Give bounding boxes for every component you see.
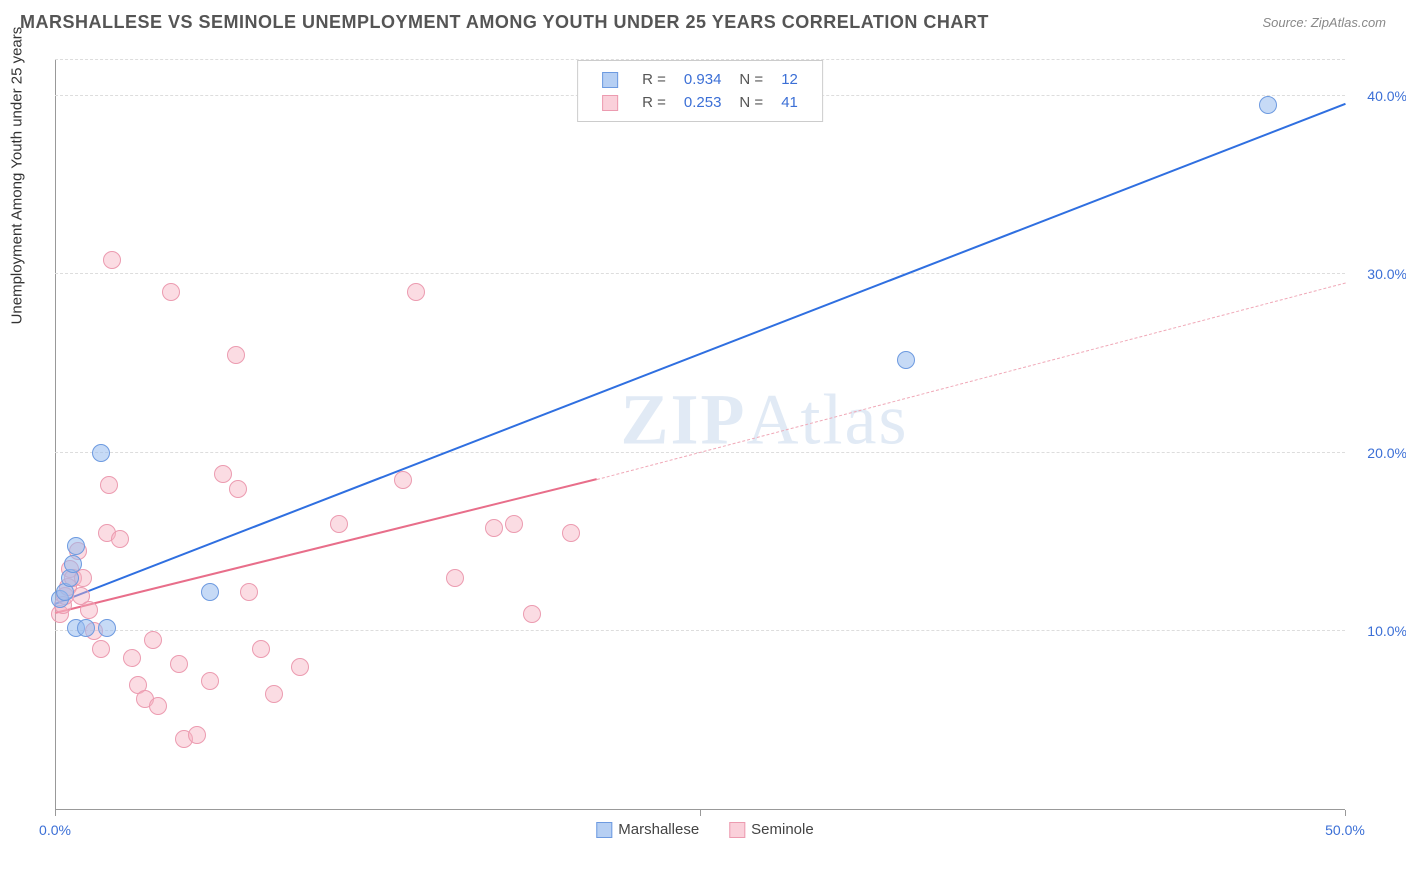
data-point-seminole bbox=[291, 658, 309, 676]
data-point-seminole bbox=[227, 346, 245, 364]
legend-swatch bbox=[729, 822, 745, 838]
legend-row: R =0.934N =12 bbox=[594, 69, 806, 90]
x-tick-label: 0.0% bbox=[39, 822, 71, 838]
data-point-seminole bbox=[330, 515, 348, 533]
data-point-marshallese bbox=[98, 619, 116, 637]
legend-swatch bbox=[602, 95, 618, 111]
legend-n-value: 41 bbox=[773, 92, 806, 113]
data-point-seminole bbox=[407, 283, 425, 301]
data-point-seminole bbox=[170, 655, 188, 673]
data-point-seminole bbox=[229, 480, 247, 498]
x-tick bbox=[1345, 810, 1346, 816]
y-axis-title: Unemployment Among Youth under 25 years bbox=[9, 27, 26, 325]
data-point-seminole bbox=[144, 631, 162, 649]
y-axis-line bbox=[55, 60, 56, 810]
legend-item: Seminole bbox=[719, 821, 814, 838]
chart-header: MARSHALLESE VS SEMINOLE UNEMPLOYMENT AMO… bbox=[0, 0, 1406, 41]
data-point-marshallese bbox=[77, 619, 95, 637]
data-point-marshallese bbox=[1259, 96, 1277, 114]
legend-item: Marshallese bbox=[586, 821, 699, 838]
data-point-marshallese bbox=[67, 537, 85, 555]
trend-line bbox=[597, 282, 1345, 479]
y-tick-label: 40.0% bbox=[1367, 88, 1406, 104]
data-point-marshallese bbox=[64, 555, 82, 573]
plot-region: ZIPAtlas 0.0%50.0%10.0%20.0%30.0%40.0% bbox=[55, 60, 1345, 810]
trend-line bbox=[55, 103, 1346, 605]
legend-row: R =0.253N =41 bbox=[594, 92, 806, 113]
data-point-seminole bbox=[252, 640, 270, 658]
y-tick-label: 10.0% bbox=[1367, 623, 1406, 639]
data-point-seminole bbox=[123, 649, 141, 667]
x-tick bbox=[55, 810, 56, 816]
data-point-seminole bbox=[149, 697, 167, 715]
legend-n-value: 12 bbox=[773, 69, 806, 90]
data-point-seminole bbox=[201, 672, 219, 690]
data-point-seminole bbox=[214, 465, 232, 483]
data-point-seminole bbox=[446, 569, 464, 587]
data-point-seminole bbox=[523, 605, 541, 623]
legend-swatch bbox=[602, 72, 618, 88]
gridline bbox=[55, 273, 1345, 274]
data-point-seminole bbox=[103, 251, 121, 269]
x-tick-label: 50.0% bbox=[1325, 822, 1365, 838]
data-point-marshallese bbox=[92, 444, 110, 462]
legend-swatch bbox=[596, 822, 612, 838]
legend-correlation: R =0.934N =12R =0.253N =41 bbox=[577, 60, 823, 122]
data-point-marshallese bbox=[201, 583, 219, 601]
data-point-seminole bbox=[505, 515, 523, 533]
watermark: ZIPAtlas bbox=[620, 379, 908, 462]
data-point-seminole bbox=[265, 685, 283, 703]
legend-r-value: 0.934 bbox=[676, 69, 730, 90]
data-point-marshallese bbox=[897, 351, 915, 369]
x-tick bbox=[700, 810, 701, 816]
data-point-seminole bbox=[111, 530, 129, 548]
legend-r-label: R = bbox=[634, 69, 674, 90]
legend-r-value: 0.253 bbox=[676, 92, 730, 113]
y-tick-label: 20.0% bbox=[1367, 445, 1406, 461]
legend-n-label: N = bbox=[731, 69, 771, 90]
y-tick-label: 30.0% bbox=[1367, 266, 1406, 282]
legend-r-label: R = bbox=[634, 92, 674, 113]
data-point-seminole bbox=[562, 524, 580, 542]
chart-area: Unemployment Among Youth under 25 years … bbox=[55, 60, 1345, 810]
data-point-seminole bbox=[394, 471, 412, 489]
source-label: Source: ZipAtlas.com bbox=[1262, 15, 1386, 30]
data-point-seminole bbox=[188, 726, 206, 744]
data-point-seminole bbox=[92, 640, 110, 658]
chart-title: MARSHALLESE VS SEMINOLE UNEMPLOYMENT AMO… bbox=[20, 12, 989, 33]
gridline bbox=[55, 630, 1345, 631]
data-point-seminole bbox=[80, 601, 98, 619]
legend-series: Marshallese Seminole bbox=[576, 821, 823, 838]
data-point-seminole bbox=[485, 519, 503, 537]
data-point-seminole bbox=[162, 283, 180, 301]
data-point-seminole bbox=[240, 583, 258, 601]
data-point-seminole bbox=[100, 476, 118, 494]
legend-n-label: N = bbox=[731, 92, 771, 113]
